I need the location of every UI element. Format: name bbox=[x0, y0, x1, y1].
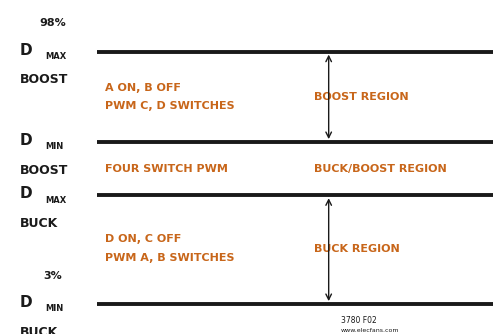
Text: 98%: 98% bbox=[39, 18, 66, 28]
Text: D: D bbox=[20, 43, 32, 57]
Text: MIN: MIN bbox=[45, 305, 63, 313]
Text: MAX: MAX bbox=[45, 196, 66, 205]
Text: PWM A, B SWITCHES: PWM A, B SWITCHES bbox=[105, 253, 234, 263]
Text: BOOST REGION: BOOST REGION bbox=[314, 92, 408, 102]
Text: D: D bbox=[20, 295, 32, 310]
Text: 3780 F02: 3780 F02 bbox=[341, 316, 377, 325]
Text: D ON, C OFF: D ON, C OFF bbox=[105, 234, 181, 244]
Text: 3%: 3% bbox=[43, 271, 62, 281]
Text: BUCK: BUCK bbox=[20, 326, 58, 334]
Text: BOOST: BOOST bbox=[20, 73, 68, 87]
Text: BOOST: BOOST bbox=[20, 164, 68, 177]
Text: MAX: MAX bbox=[45, 52, 66, 61]
Text: PWM C, D SWITCHES: PWM C, D SWITCHES bbox=[105, 101, 234, 111]
Text: D: D bbox=[20, 133, 32, 148]
Text: MIN: MIN bbox=[45, 143, 63, 151]
Text: BUCK/BOOST REGION: BUCK/BOOST REGION bbox=[314, 164, 447, 174]
Text: www.elecfans.com: www.elecfans.com bbox=[341, 328, 399, 333]
Text: BUCK REGION: BUCK REGION bbox=[314, 244, 399, 254]
Text: A ON, B OFF: A ON, B OFF bbox=[105, 82, 180, 93]
Text: D: D bbox=[20, 186, 32, 201]
Text: FOUR SWITCH PWM: FOUR SWITCH PWM bbox=[105, 164, 228, 174]
Text: BUCK: BUCK bbox=[20, 217, 58, 230]
